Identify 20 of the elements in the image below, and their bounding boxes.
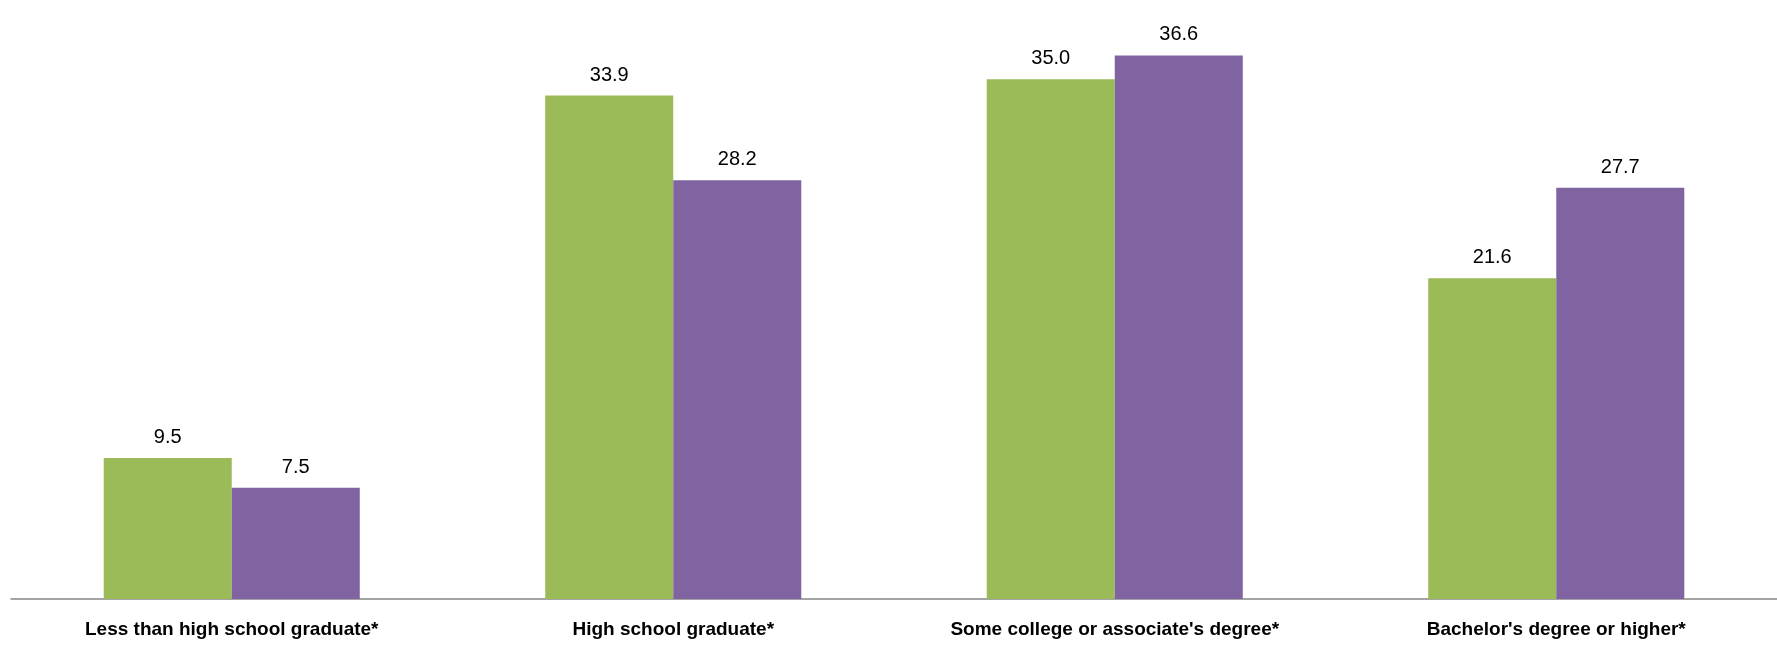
x-tick-label: Less than high school graduate* xyxy=(85,618,380,639)
bar xyxy=(986,79,1115,599)
bar xyxy=(1428,278,1557,599)
bar xyxy=(103,457,232,599)
data-label: 33.9 xyxy=(589,62,629,85)
data-label: 36.6 xyxy=(1159,22,1199,45)
data-label: 35.0 xyxy=(1031,46,1071,69)
bar xyxy=(1114,55,1243,599)
x-tick-label: Some college or associate's degree* xyxy=(950,618,1280,639)
x-tick-label: Bachelor's degree or higher* xyxy=(1426,618,1687,639)
data-label: 27.7 xyxy=(1600,154,1640,177)
bar xyxy=(231,487,360,599)
x-tick-label: High school graduate* xyxy=(572,618,775,639)
bar xyxy=(545,95,674,599)
bar xyxy=(673,180,802,599)
data-label: 9.5 xyxy=(153,424,182,447)
bar xyxy=(1556,187,1685,599)
data-label: 21.6 xyxy=(1472,245,1512,268)
data-label: 28.2 xyxy=(717,147,757,170)
data-label: 7.5 xyxy=(281,454,310,477)
